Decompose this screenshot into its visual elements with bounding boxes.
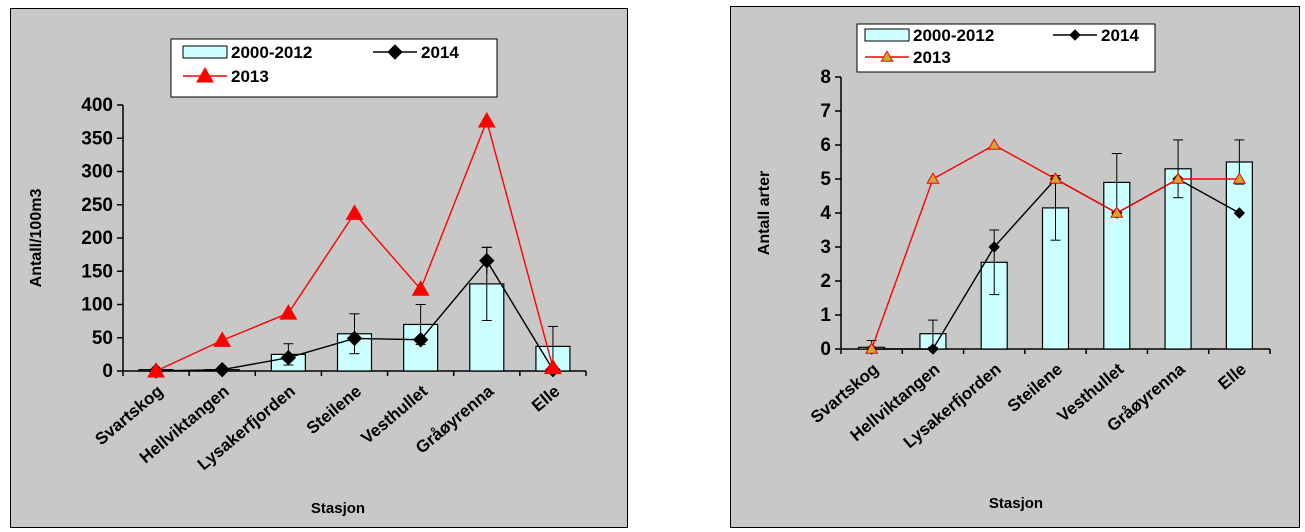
chart-panel-right: 0 1 2 3 4 5 6 7 8 Svartskog Hellviktangen Lysakerfj… [730,6,1300,528]
legend-swatch [864,28,910,42]
y-tick-label: 250 [81,195,113,216]
data-point [926,172,940,184]
legend-marker [1069,29,1081,41]
data-point [1048,172,1063,184]
legend-label: 2000-2012 [231,43,312,62]
legend-marker [387,44,403,60]
data-point [477,111,496,128]
x-axis-label: Stasjon [311,500,365,517]
y-tick-label: 0 [102,361,113,382]
data-point [927,343,939,355]
bar [1103,181,1131,350]
y-tick-label: 8 [820,67,831,88]
legend-label: 2013 [231,67,269,86]
y-tick-label: 100 [81,295,113,316]
y-tick-label: 400 [81,95,113,116]
y-tick-label: 3 [820,237,831,258]
x-tick-label: Elle [528,382,563,416]
bar [1225,161,1253,350]
data-point [411,280,430,296]
data-point [988,241,1000,253]
data-point [1233,207,1246,219]
data-point [1171,172,1185,184]
legend-marker [196,67,214,83]
legend-label: 2014 [421,43,459,62]
chart-left: 050100150200250300350400SvartskogHellvik… [28,38,587,517]
data-point [345,204,364,220]
data-point [346,330,363,347]
y-axis-label: Antall arter [756,171,773,255]
legend-marker [880,50,894,62]
x-axis-label: Stasjon [989,495,1043,512]
legend-label: 2013 [913,48,951,67]
data-point [214,361,230,378]
chart-right: 012345678SvartskogHellviktangenLysakerfj… [756,23,1271,512]
y-axis-label: Antall/100m3 [28,189,45,288]
data-point [147,362,165,378]
data-point [987,138,1001,150]
y-tick-label: 150 [81,261,113,282]
data-point [544,358,562,375]
y-tick-label: 4 [820,203,831,224]
data-point [865,342,879,354]
y-tick-label: 50 [92,328,113,349]
data-point [213,331,232,347]
data-point [1110,206,1124,218]
y-tick-label: 1 [820,305,831,326]
y-tick-label: 350 [81,128,113,149]
data-point [280,349,297,366]
chart-panel-left: 0 50 100 150 200 250 300 350 400 Svartskog Hellvik… [10,8,628,528]
y-tick-label: 6 [820,135,831,156]
y-tick-label: 300 [81,162,113,183]
data-point [1232,172,1246,184]
y-tick-label: 7 [820,101,831,122]
y-tick-label: 2 [820,271,831,292]
legend-swatch [182,45,228,59]
y-tick-label: 5 [820,169,831,190]
bar [469,283,505,372]
x-tick-label: Steilene [303,382,365,438]
data-point [412,332,429,348]
legend-label: 2014 [1101,26,1139,45]
y-tick-label: 200 [81,228,113,249]
data-point [279,304,298,320]
legend-label: 2000-2012 [913,26,994,45]
x-tick-label: Elle [1215,360,1250,394]
data-point [479,252,495,269]
y-tick-label: 0 [820,339,831,360]
